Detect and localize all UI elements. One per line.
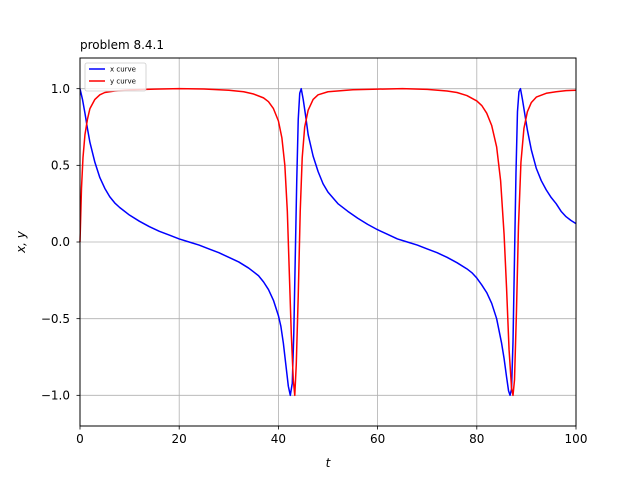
x-tick-label: 0 [76, 432, 84, 446]
series-line-x-curve [79, 87, 577, 397]
grid [79, 58, 577, 426]
y-tick-label: −1.0 [41, 389, 70, 403]
chart-title: problem 8.4.1 [80, 38, 164, 52]
x-tick-label: 100 [565, 432, 588, 446]
series-line-y-curve [79, 87, 577, 397]
x-tick-label: 80 [469, 432, 484, 446]
legend: x curve y curve [84, 62, 147, 92]
legend-label-x-curve: x curve [110, 66, 136, 74]
x-tick-label: 20 [172, 432, 187, 446]
x-tick-label: 60 [370, 432, 385, 446]
y-axis-label: x, y [14, 230, 28, 254]
plot-series [79, 87, 577, 397]
x-axis-label: t [326, 456, 332, 470]
y-tick-label: −0.5 [41, 312, 70, 326]
x-tick-label: 40 [271, 432, 286, 446]
legend-label-y-curve: y curve [110, 78, 136, 86]
y-tick-label: 0.0 [51, 235, 70, 249]
axis-ticks: 0 20 40 60 80 100 −1.0 −0.5 0.0 0.5 1.0 [41, 82, 588, 446]
y-tick-label: 0.5 [51, 159, 70, 173]
y-tick-label: 1.0 [51, 82, 70, 96]
legend-box [84, 62, 147, 92]
